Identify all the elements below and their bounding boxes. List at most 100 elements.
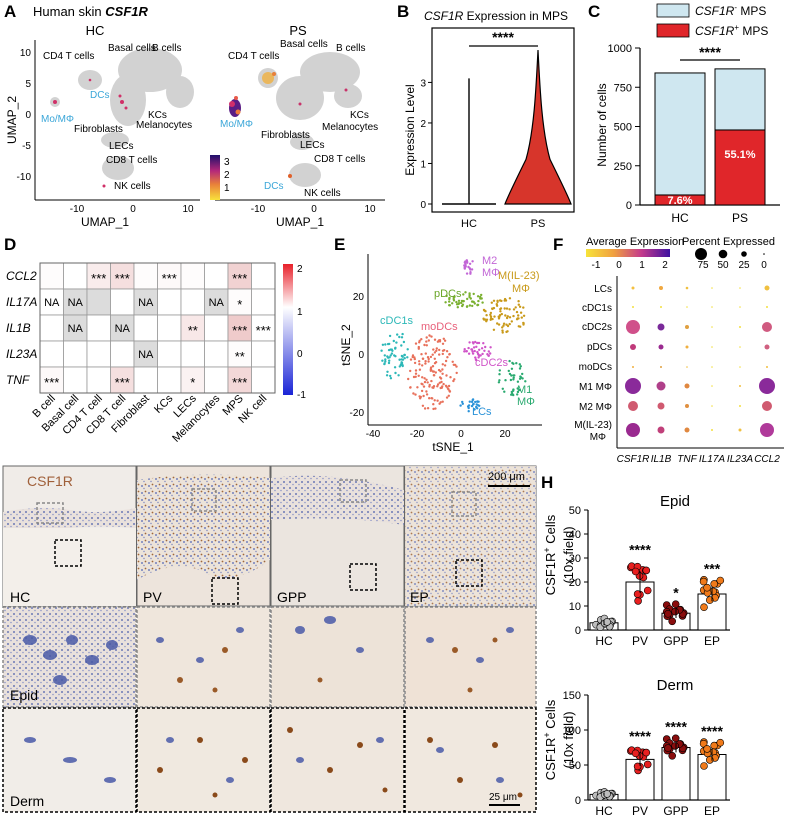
panel-h-epid-point	[700, 603, 708, 612]
panel-d-cell	[133, 262, 158, 290]
panel-d-cell-annotation: ***	[232, 271, 247, 286]
panel-h-epid-ytick: 40	[569, 529, 581, 541]
panel-e-cluster-pdcs	[444, 291, 484, 309]
panel-f-row-label: pDCs	[587, 342, 612, 353]
panel-d-cell-annotation: ***	[91, 271, 106, 286]
panel-f-avg-title: Average Expression	[586, 236, 684, 248]
panel-g-scalebar-bottom-label: 25 μm	[489, 792, 517, 803]
panel-f-dot	[630, 344, 636, 350]
panel-g-group-label: HC	[10, 589, 30, 605]
panel-d-cell	[86, 288, 111, 316]
panel-f-dot	[657, 323, 665, 331]
panel-f-dot	[764, 285, 770, 291]
panel-g-epid-nuclei	[23, 616, 514, 685]
panel-f-pct-dot-0	[763, 253, 765, 255]
panel-f-row-label: M(IL-23)	[574, 420, 612, 431]
panel-e-ylabel: tSNE_2	[339, 324, 353, 366]
panel-d-cell-annotation: *	[237, 297, 242, 312]
panel-f-dot	[739, 326, 741, 328]
panel-h-derm-point	[671, 742, 679, 750]
panel-a-hc-label-mel: Melanocytes	[136, 120, 192, 131]
panel-d-frame	[39, 262, 276, 394]
panel-f-avg-tick: 2	[662, 260, 668, 271]
panel-a-ps-expressing-cells	[229, 72, 348, 178]
panel-h-derm-category-label: EP	[704, 804, 720, 818]
panel-c-bar-neg-hc	[654, 72, 706, 196]
panel-f-row-label: M1 MΦ	[579, 382, 612, 393]
panel-h-epid-ylabel-2: (10x field)	[561, 526, 576, 583]
panel-f-dot	[685, 325, 689, 329]
panel-e-label-mil23-mphi: MΦ	[512, 283, 530, 295]
panel-f-dot	[660, 306, 662, 308]
panel-f-dot	[656, 381, 666, 391]
panel-a-ps-label-nk: NK cells	[304, 188, 341, 199]
panel-b-violin: CSF1R Expression in MPS **** 0 1 2 3 Expres…	[403, 9, 575, 230]
panel-e-clusters	[380, 259, 527, 413]
panel-f-row-label: LCs	[594, 284, 612, 295]
panel-f-col-label: IL23A	[727, 454, 753, 465]
panel-g-gpp-epidermis	[271, 475, 404, 525]
panel-d-colorbar-tick: 1	[297, 307, 303, 318]
panel-a-ps-label-cd8: CD8 T cells	[314, 154, 365, 165]
panel-h-derm-sig: ****	[701, 723, 723, 739]
panel-e-ytick: -20	[350, 408, 365, 419]
panel-a-ytick: 10	[20, 48, 32, 59]
panel-d-cell-annotation: ***	[162, 271, 177, 286]
panel-e-cluster-m2	[463, 259, 474, 275]
panel-h-epid-ylabel-1: CSF1R+ Cells	[542, 514, 558, 595]
panel-h-derm-ytick: 100	[563, 725, 581, 737]
panel-a-hc-label-mo: Mo/MΦ	[41, 114, 74, 125]
panel-g-ihc-images: CSF1R 200 μm HC PV GPP EP	[2, 465, 537, 813]
panel-a-hc-title: HC	[86, 23, 105, 38]
panel-d-cell-annotation: NA	[138, 349, 154, 361]
panel-a-colorbar-tick: 3	[224, 157, 230, 168]
panel-d-row-label: CCL2	[6, 269, 37, 283]
panel-e-label-m2-mphi: MΦ	[482, 267, 500, 279]
panel-f-dot	[711, 405, 713, 407]
panel-f-col-label: IL17A	[699, 454, 725, 465]
panel-c-ytick: 500	[614, 122, 632, 134]
panel-b-ylabel: Expression Level	[403, 84, 417, 175]
panel-d-colorbar-tick: -1	[297, 390, 306, 401]
panel-c-category-label: HC	[671, 211, 689, 225]
panel-h-derm-bar	[661, 747, 691, 801]
panel-f-avg-tick: 0	[616, 260, 622, 271]
panel-d-cell	[157, 366, 182, 394]
panel-d-heatmap: CCL2 *** *** *** ***IL17A NA NA NA NA *IL1B NA NA **…	[6, 262, 306, 445]
panel-f-dot	[711, 429, 713, 431]
panel-g-derm-csf1r-cells	[157, 727, 523, 798]
panel-d-cell-annotation: **	[235, 349, 245, 364]
panel-e-xtick: -20	[410, 429, 425, 440]
panel-h-epid-ytick: 10	[569, 601, 581, 613]
panel-f-dotplot: Average Expression -1 0 1 2 Percent Expr…	[574, 236, 784, 465]
panel-d-cell	[133, 314, 158, 342]
panel-g-epid-csf1r-cells	[177, 637, 498, 693]
panel-f-dot	[711, 326, 713, 328]
panel-f-col-label: CSF1R	[617, 454, 650, 465]
panel-h-derm-category-label: HC	[595, 804, 613, 818]
panel-a-ps-label-kcs: KCs	[350, 110, 369, 121]
panel-letter-b: B	[397, 2, 409, 21]
panel-a-hc-label-basal: Basal cells	[108, 43, 156, 54]
panel-d-cell-annotation: ***	[44, 375, 59, 390]
panel-e-label-mil23: M(IL-23)	[498, 270, 540, 282]
panel-e-label-modcs: moDCs	[421, 321, 458, 333]
panel-b-ytick: 1	[420, 159, 426, 170]
panel-a-ytick: 5	[25, 79, 31, 90]
panel-d-cell	[157, 288, 182, 316]
panel-g-scalebar-top-label: 200 μm	[488, 471, 525, 483]
panel-d-row-label: TNF	[6, 373, 30, 387]
panel-h-epid-point	[716, 576, 725, 585]
panel-d-cell-annotation: NA	[44, 297, 60, 309]
panel-d-cell-annotation: ***	[256, 323, 271, 338]
panel-b-sig: ****	[492, 29, 514, 45]
panel-h-epid-ytick: 30	[569, 553, 581, 565]
panel-f-dot	[686, 306, 688, 308]
panel-a-xlabel-hc: UMAP_1	[81, 215, 129, 229]
panel-e-xtick: 20	[499, 429, 511, 440]
panel-f-dot	[738, 428, 742, 432]
panel-h-epid-ytick: 0	[575, 625, 581, 637]
panel-c-bar-pos-ps	[714, 129, 766, 206]
panel-f-row-label: cDC2s	[582, 322, 612, 333]
panel-f-dot	[766, 306, 768, 308]
